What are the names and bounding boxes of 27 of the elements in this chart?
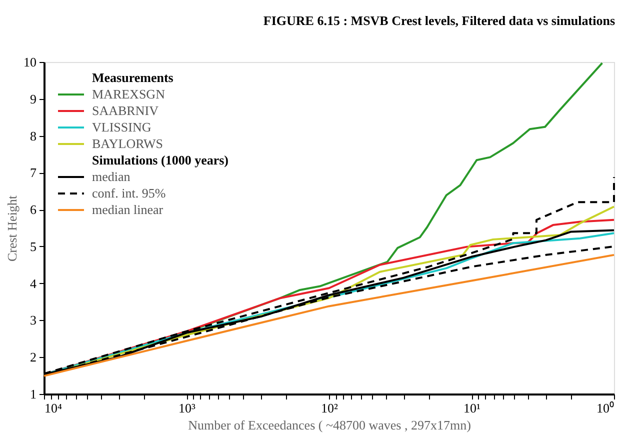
annotation: Measurements [92,70,174,85]
chart-title: FIGURE 6.15 : MSVB Crest levels, Filtered data vs simulations [263,13,615,28]
y-tick-label: 10 [24,54,36,70]
y-tick-label: 1 [30,386,36,402]
legend-label: conf. int. 95% [92,186,166,200]
y-tick-label: 2 [30,350,36,365]
legend-label: SAABRNIV [92,103,160,118]
y-tick-label: 9 [30,91,36,106]
legend-label: median linear [92,202,164,217]
x-tick-label: 10⁰ [596,400,614,416]
y-tick-label: 3 [30,312,36,328]
legend-label: VLISSING [92,120,152,134]
y-tick-label: 7 [30,165,37,180]
legend-label: median [92,169,131,184]
y-tick-label: 4 [30,276,37,291]
y-tick-label: 8 [30,128,36,144]
x-tick-label: 10³ [178,400,196,416]
y-tick-label: 5 [30,238,36,254]
legend-label: BAYLORWS [92,136,164,151]
x-axis-title: Number of Exceedances ( ~48700 waves , 297x17mn) [188,418,471,432]
x-tick-label: 10² [321,400,338,416]
y-axis-title: Crest Height [4,195,20,262]
x-tick-label: 10¹ [464,400,481,416]
legend-label: MAREXSGN [92,86,166,102]
annotation: Simulations (1000 years) [92,152,228,168]
x-tick-label: 10⁴ [44,400,62,416]
y-tick-label: 6 [30,202,37,218]
